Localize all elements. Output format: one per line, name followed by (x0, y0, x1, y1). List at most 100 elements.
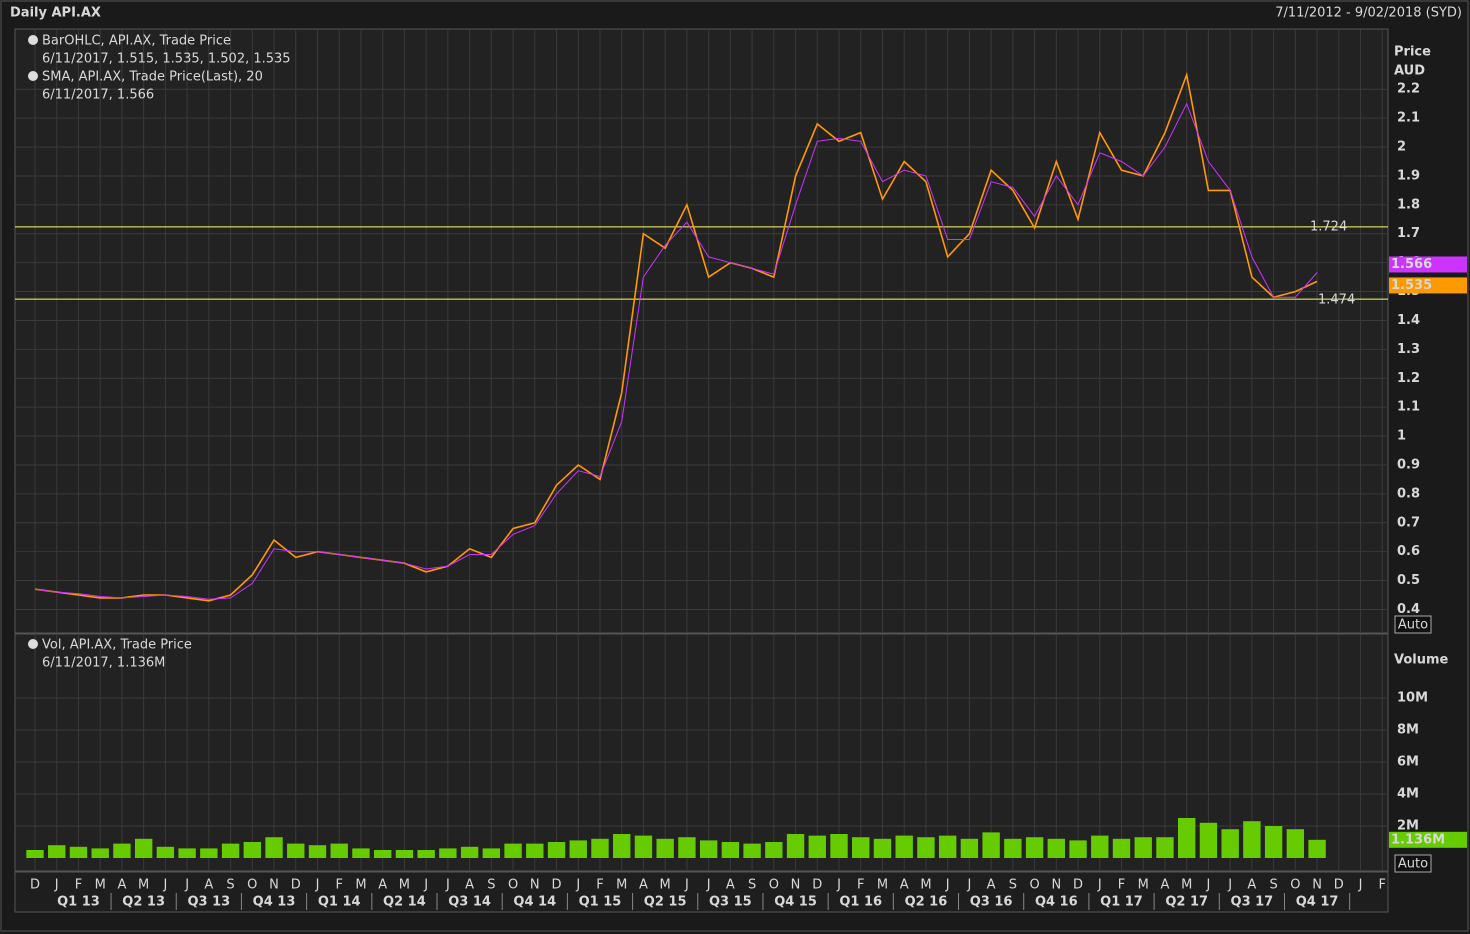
month-label: D (1334, 878, 1344, 893)
month-label: J (54, 878, 59, 893)
month-label: A (987, 878, 996, 893)
month-label: O (769, 878, 779, 893)
y-axis-title: Volume (1394, 653, 1449, 668)
volume-bar (460, 846, 479, 858)
month-label: J (184, 878, 189, 893)
volume-bar (808, 835, 826, 858)
y-tick-label: 2.1 (1397, 111, 1420, 126)
month-label: J (836, 878, 841, 893)
y-tick-label: 2.2 (1397, 82, 1420, 97)
quarter-label: Q4 16 (1035, 895, 1078, 910)
last-value-badge (1389, 256, 1467, 273)
volume-bar (1112, 838, 1131, 858)
volume-bar (765, 842, 783, 858)
y-tick-label: 0.5 (1397, 573, 1420, 588)
month-label: A (465, 878, 474, 893)
month-label: S (748, 878, 756, 893)
y-axis-unit: AUD (1394, 64, 1425, 79)
month-label: J (423, 878, 428, 893)
month-label: N (530, 878, 540, 893)
volume-bar (678, 837, 696, 858)
volume-bar (352, 848, 370, 858)
volume-bar (1308, 839, 1326, 858)
volume-bar (265, 837, 283, 858)
month-label: M (616, 878, 627, 893)
month-label: J (706, 878, 711, 893)
legend-icon (28, 35, 38, 45)
volume-bar (1286, 829, 1305, 858)
quarter-label: Q4 15 (774, 895, 817, 910)
volume-bar (547, 842, 566, 858)
quarter-label: Q3 16 (970, 895, 1013, 910)
y-tick-label: 1.9 (1397, 168, 1420, 183)
quarter-label: Q1 13 (57, 895, 100, 910)
y-tick-label: 6M (1397, 755, 1419, 770)
month-label: S (1269, 878, 1277, 893)
month-label: M (920, 878, 931, 893)
y-tick-label: 0.8 (1397, 486, 1420, 501)
month-label: F (1379, 878, 1386, 893)
volume-bar (1091, 835, 1109, 858)
month-label: M (399, 878, 410, 893)
month-label: F (857, 878, 864, 893)
auto-button-label[interactable]: Auto (1398, 857, 1428, 872)
month-label: O (1290, 878, 1300, 893)
volume-bar (656, 838, 674, 858)
month-label: S (1009, 878, 1017, 893)
legend-icon (28, 71, 38, 81)
month-label: J (966, 878, 971, 893)
month-label: M (1181, 878, 1192, 893)
volume-bar (200, 848, 218, 858)
y-tick-label: 2M (1397, 819, 1419, 834)
volume-bar (48, 845, 66, 858)
volume-bar (960, 838, 979, 858)
volume-bar (743, 843, 761, 858)
volume-bar (1004, 838, 1022, 858)
volume-bar (504, 843, 522, 858)
month-label: D (812, 878, 822, 893)
volume-bar (591, 838, 609, 858)
y-tick-label: 0.9 (1397, 457, 1420, 472)
y-tick-label: 0.6 (1397, 544, 1420, 559)
month-label: A (204, 878, 213, 893)
month-label: D (291, 878, 301, 893)
month-label: J (684, 878, 689, 893)
quarter-label: Q1 16 (839, 895, 882, 910)
volume-bar (938, 835, 957, 858)
last-volume-badge (1389, 831, 1467, 848)
volume-bar (178, 848, 196, 858)
month-label: J (162, 878, 167, 893)
month-label: F (75, 878, 82, 893)
volume-bar (982, 832, 1000, 858)
month-label: N (791, 878, 801, 893)
volume-bar (917, 837, 935, 858)
volume-bar (1134, 837, 1152, 858)
volume-bar (287, 843, 305, 858)
volume-bar (308, 845, 327, 858)
last-value-label: 1.535 (1391, 278, 1432, 293)
last-value-badge (1389, 277, 1467, 294)
y-tick-label: 1 (1397, 429, 1406, 444)
month-label: A (900, 878, 909, 893)
level-label: 1.474 (1318, 293, 1355, 308)
month-label: N (269, 878, 279, 893)
legend-value: 6/11/2017, 1.515, 1.535, 1.502, 1.535 (42, 52, 291, 67)
month-label: J (1097, 878, 1102, 893)
auto-button[interactable] (1394, 854, 1432, 873)
volume-bar (91, 848, 109, 858)
quarter-label: Q4 17 (1296, 895, 1339, 910)
month-label: S (487, 878, 495, 893)
y-tick-label: 1.4 (1397, 313, 1420, 328)
auto-button[interactable] (1394, 615, 1432, 634)
auto-button-label[interactable]: Auto (1398, 618, 1428, 633)
month-label: M (355, 878, 366, 893)
volume-bar (569, 840, 587, 858)
volume-bar (1025, 837, 1044, 858)
volume-bar (330, 843, 348, 858)
quarter-label: Q3 17 (1231, 895, 1274, 910)
y-tick-label: 1.3 (1397, 342, 1420, 357)
quarter-label: Q2 15 (644, 895, 687, 910)
month-label: F (1118, 878, 1125, 893)
volume-bar (613, 834, 631, 858)
volume-bar (1156, 837, 1174, 858)
